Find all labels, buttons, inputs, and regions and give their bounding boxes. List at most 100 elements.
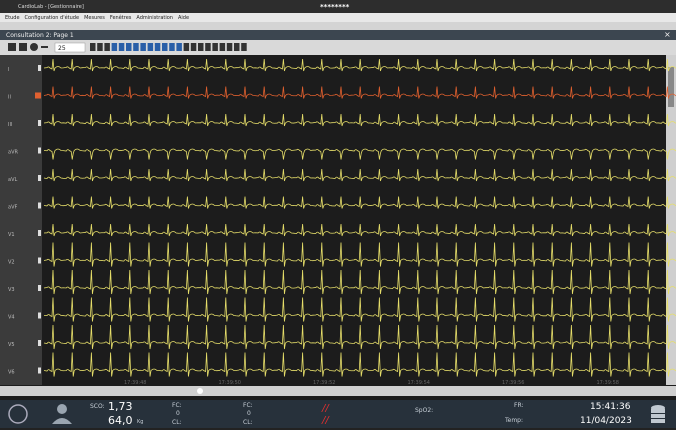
time-label: 17:39:58 xyxy=(597,380,619,386)
tool-icon[interactable] xyxy=(119,43,125,51)
zoom-value: 25 xyxy=(58,45,66,52)
tool-icon[interactable] xyxy=(169,43,175,51)
tool-icon[interactable] xyxy=(112,43,118,51)
lead-marker[interactable] xyxy=(38,120,41,126)
lead-marker[interactable] xyxy=(38,175,41,181)
tool-icon[interactable] xyxy=(184,43,190,51)
tool-icon[interactable] xyxy=(41,46,48,48)
lead-marker[interactable] xyxy=(38,313,41,319)
fc-value: 0 xyxy=(247,410,251,417)
lead-marker[interactable] xyxy=(38,258,41,264)
app: CardioLab - [Gestionnaire] ******** Etud… xyxy=(0,0,676,428)
tool-icon[interactable] xyxy=(104,43,110,51)
menu-item[interactable]: Fenêtres xyxy=(110,15,132,21)
spo2-label: SpO2: xyxy=(415,407,433,414)
lead-label: V4 xyxy=(8,315,15,321)
tool-icon[interactable] xyxy=(30,43,38,51)
alarm-indicator: // xyxy=(322,403,329,414)
tool-icon[interactable] xyxy=(220,43,226,51)
lead-marker[interactable] xyxy=(38,285,41,291)
trace-background xyxy=(0,55,676,400)
tool-icon[interactable] xyxy=(198,43,204,51)
lead-label: III xyxy=(8,122,12,128)
panel-header: Consultation 2: Page 1 × xyxy=(0,30,676,40)
menu-bar: Etude Configuration d'étude Mesures Fenêtre… xyxy=(0,13,676,22)
menu-item[interactable]: Mesures xyxy=(84,15,105,21)
tool-icon[interactable] xyxy=(90,43,96,51)
time-label: 17:39:50 xyxy=(219,380,241,386)
time-label: 17:39:54 xyxy=(408,380,430,386)
tool-icon[interactable] xyxy=(133,43,139,51)
tool-icon[interactable] xyxy=(176,43,182,51)
clock-time: 15:41:36 xyxy=(590,402,630,412)
database-icon[interactable] xyxy=(651,405,665,423)
lead-marker[interactable] xyxy=(38,203,41,209)
lead-marker[interactable] xyxy=(38,368,41,374)
menu-item[interactable]: Aide xyxy=(178,15,189,21)
lead-label: II xyxy=(8,95,11,101)
weight-unit: Kg xyxy=(137,419,143,425)
lead-label-column xyxy=(0,55,42,385)
tool-icon[interactable] xyxy=(155,43,161,51)
ge-logo xyxy=(9,405,27,423)
time-label: 17:39:56 xyxy=(502,380,524,386)
lead-marker[interactable] xyxy=(38,148,41,154)
menu-item[interactable]: Etude xyxy=(5,15,20,21)
close-button[interactable]: × xyxy=(664,30,671,39)
fc-label: FC: xyxy=(172,402,182,409)
weight-value: 64,0 xyxy=(108,414,133,427)
sco-value: 1,73 xyxy=(108,400,133,413)
toolbar-icons: 25 xyxy=(0,40,676,55)
tool-icon[interactable] xyxy=(234,43,240,51)
patient-icon-body xyxy=(52,418,72,424)
tool-icon[interactable] xyxy=(205,43,211,51)
tool-icon[interactable] xyxy=(8,43,16,51)
scroll-thumb[interactable] xyxy=(668,67,674,107)
lead-label: aVF xyxy=(8,205,17,211)
title-bar: CardioLab - [Gestionnaire] ******** xyxy=(0,0,676,13)
tool-icon[interactable] xyxy=(191,43,197,51)
scroll-handle[interactable] xyxy=(197,388,203,394)
menu-item[interactable]: Administration xyxy=(136,15,173,21)
tool-icon[interactable] xyxy=(140,43,146,51)
tool-icon[interactable] xyxy=(19,43,27,51)
tool-icon[interactable] xyxy=(241,43,247,51)
lead-label: aVL xyxy=(8,177,17,183)
lead-label: V1 xyxy=(8,232,15,238)
panel-title: Consultation 2: Page 1 xyxy=(6,32,74,39)
time-label: 17:39:48 xyxy=(124,380,146,386)
temp-label: Temp: xyxy=(505,417,523,424)
tool-icon[interactable] xyxy=(227,43,233,51)
tool-icon[interactable] xyxy=(162,43,168,51)
alarm-indicator: // xyxy=(322,415,329,426)
window-title: CardioLab - [Gestionnaire] xyxy=(18,4,84,10)
patient-icon[interactable] xyxy=(57,404,67,414)
fc-label: FC: xyxy=(243,402,253,409)
masked-patient: ******** xyxy=(320,3,349,11)
lead-label: aVR xyxy=(8,150,18,156)
fc-value: 0 xyxy=(176,410,180,417)
toolbar: 25 xyxy=(0,40,676,55)
lead-marker[interactable] xyxy=(35,93,41,99)
lead-label: V3 xyxy=(8,287,15,293)
lead-marker[interactable] xyxy=(38,340,41,346)
tool-icon[interactable] xyxy=(212,43,218,51)
workspace xyxy=(0,22,676,30)
lead-marker[interactable] xyxy=(38,65,41,71)
menu-item[interactable]: Configuration d'étude xyxy=(25,15,80,21)
horizontal-scrollbar[interactable] xyxy=(0,386,676,396)
lead-label: I xyxy=(8,67,9,73)
status-bar: SCO: 1,73 64,0 Kg FC: 0 CL: FC: 0 CL: //… xyxy=(0,400,676,428)
cl-label: CL: xyxy=(172,419,182,426)
lead-marker[interactable] xyxy=(38,230,41,236)
clock-date: 11/04/2023 xyxy=(580,416,632,426)
tool-icon[interactable] xyxy=(126,43,132,51)
lead-label: V6 xyxy=(8,370,15,376)
tool-icon[interactable] xyxy=(97,43,103,51)
cl-label: CL: xyxy=(243,419,253,426)
tool-icon[interactable] xyxy=(148,43,154,51)
fr-label: FR: xyxy=(514,402,523,409)
lead-label: V5 xyxy=(8,342,15,348)
lead-label: V2 xyxy=(8,260,15,266)
